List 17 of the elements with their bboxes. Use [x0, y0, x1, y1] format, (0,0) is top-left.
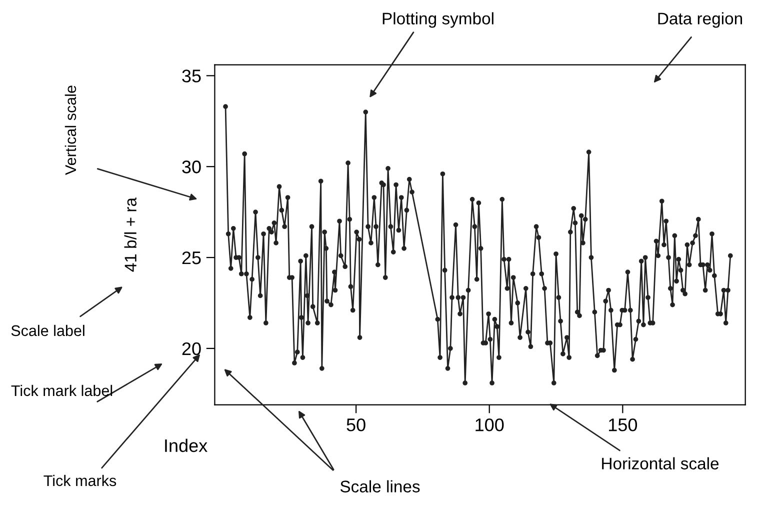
text: Tick marks: [44, 474, 116, 486]
text: Scale lines: [340, 480, 420, 492]
text: Vertical scale: [64, 86, 76, 175]
x-tick-label: 100: [476, 418, 504, 432]
y-tick-label: 30: [182, 160, 201, 174]
x-tick-label: 150: [608, 418, 638, 432]
y-tick-label: 35: [182, 70, 201, 82]
text: Plotting symbol: [382, 12, 494, 28]
text: Data region: [658, 12, 742, 28]
text: Tick mark label: [11, 384, 112, 396]
y-tick-label: 25: [182, 251, 201, 264]
x-axis-title: Index: [165, 438, 208, 452]
text: Horizontal scale: [602, 457, 719, 470]
y-tick-label: 20: [182, 342, 201, 356]
x-tick-label: 50: [346, 418, 366, 432]
text: Scale label: [11, 324, 84, 336]
y-axis-title: 41 b/l + ra: [124, 197, 136, 272]
